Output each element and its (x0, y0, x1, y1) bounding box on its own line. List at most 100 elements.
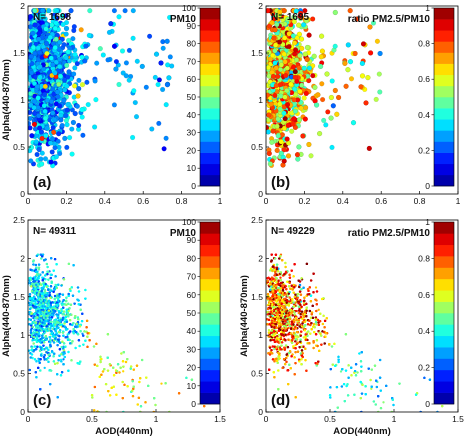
panel-label: (a) (33, 174, 51, 191)
x-tick-label: 0.2 (298, 196, 310, 206)
y-tick-label: 2.5 (13, 215, 25, 225)
colorbar-tick-label: 0.4 (418, 326, 430, 336)
axes-frame (265, 219, 459, 413)
x-tick-label: 0.4 (337, 196, 349, 206)
y-tick-label: 0.5 (251, 369, 263, 379)
x-tick-label: 0.8 (176, 196, 188, 206)
colorbar-title: PM10 (170, 14, 197, 25)
colorbar-tick-label: 40 (187, 326, 197, 336)
x-tick-label: 0.6 (137, 196, 149, 206)
sample-count-label: N= 49311 (33, 226, 77, 237)
colorbar-tick-label: 50 (187, 308, 197, 318)
colorbar-tick-label: 100 (182, 3, 196, 13)
colorbar-tick-label: 90 (187, 21, 197, 31)
y-tick-label: 0 (20, 407, 25, 417)
colorbar-tick-label: 90 (187, 235, 197, 245)
y-tick-label: 1 (20, 95, 25, 105)
y-axis-label: Alpha(440-870nm) (239, 275, 250, 357)
x-tick-label: 1 (456, 196, 461, 206)
scatter-points (266, 253, 444, 412)
colorbar-tick-label: 20 (187, 363, 197, 373)
colorbar-tick-label: 100 (182, 217, 196, 227)
y-tick-label: 0 (258, 407, 263, 417)
colorbar-tick-label: 30 (187, 128, 197, 138)
colorbar-tick-label: 0 (191, 399, 196, 409)
colorbar-tick-label: 0.4 (418, 110, 430, 120)
y-tick-label: 1 (20, 330, 25, 340)
colorbar-tick-label: 80 (187, 39, 197, 49)
colorbar: 0 0.2 0.4 0.6 0.8 1 (418, 3, 455, 191)
x-tick-label: 1 (392, 414, 397, 424)
colorbar-tick-label: 30 (187, 344, 197, 354)
colorbar-title: PM10 (170, 228, 197, 239)
y-tick-label: 1 (258, 95, 263, 105)
plot-area (266, 220, 458, 412)
y-tick-label: 2 (258, 253, 263, 263)
sample-count-label: N= 1698 (33, 12, 72, 23)
y-tick-label: 1.5 (13, 292, 25, 302)
colorbar-tick-label: 0.8 (418, 39, 430, 49)
x-tick-label: 1.5 (214, 414, 226, 424)
colorbar-tick-label: 0.6 (418, 74, 430, 84)
y-axis-label: Alpha(440-870nm) (1, 275, 12, 357)
y-tick-label: 0.5 (251, 142, 263, 152)
panel-label: (d) (271, 392, 290, 409)
x-tick-label: 1.5 (452, 414, 464, 424)
scatter-points (28, 8, 175, 169)
colorbar-title: ratio PM2.5/PM10 (348, 228, 431, 239)
x-tick-label: 0.6 (375, 196, 387, 206)
colorbar-tick-label: 0.2 (418, 145, 430, 155)
colorbar-title: ratio PM2.5/PM10 (348, 14, 431, 25)
y-tick-label: 1 (258, 330, 263, 340)
colorbar-tick-label: 80 (187, 253, 197, 263)
colorbar-tick-label: 0 (425, 181, 430, 191)
panel-d: 0 0.5 1 1.5 0 0.5 1 1.5 2 2.5 Alpha(440-870nm) AOD(… (239, 215, 464, 437)
colorbar-tick-label: 1 (425, 217, 430, 227)
colorbar-tick-label: 0.8 (418, 253, 430, 263)
colorbar-tick-label: 20 (187, 145, 197, 155)
y-tick-label: 1.5 (13, 48, 25, 58)
panel-b: 0 0.2 0.4 0.6 0.8 100.511.52N= 1695(b) 00.20.4… (251, 1, 460, 206)
colorbar: 0 0.2 0.4 0.6 0.8 1 (418, 217, 455, 409)
x-tick-label: 1 (218, 196, 223, 206)
y-tick-label: 0 (20, 189, 25, 199)
y-tick-label: 2 (20, 1, 25, 11)
x-tick-label: 0.5 (86, 414, 98, 424)
colorbar: 0 10 20 30 40 50 60 70 80 90 100 (182, 3, 221, 191)
plot-area (28, 220, 220, 412)
y-tick-label: 0 (258, 189, 263, 199)
panel-a: 0 0.2 0.4 0.6 0.8 100.511.52Alpha(440-870nm)N… (1, 1, 223, 206)
scatter-points (266, 8, 383, 168)
colorbar-tick-label: 40 (187, 110, 197, 120)
x-tick-label: 0 (26, 414, 31, 424)
sample-count-label: N= 1695 (271, 12, 310, 23)
x-tick-label: 0.8 (414, 196, 426, 206)
colorbar: 0 10 20 30 40 50 60 70 80 90 100 (182, 217, 221, 409)
y-tick-label: 0.5 (13, 142, 25, 152)
sample-count-label: N= 49229 (271, 226, 315, 237)
x-axis-label: AOD(440nm) (95, 426, 153, 437)
y-axis-label: Alpha(440-870nm) (1, 59, 12, 141)
x-tick-label: 0 (26, 196, 31, 206)
colorbar-tick-label: 60 (187, 74, 197, 84)
colorbar-tick-label: 10 (187, 163, 197, 173)
panel-label: (c) (33, 392, 51, 409)
colorbar-tick-label: 10 (187, 381, 197, 391)
y-tick-label: 2 (258, 1, 263, 11)
y-tick-label: 2.5 (251, 215, 263, 225)
colorbar-tick-label: 0 (191, 181, 196, 191)
y-tick-label: 1.5 (251, 48, 263, 58)
x-tick-label: 0.5 (324, 414, 336, 424)
colorbar-tick-label: 70 (187, 272, 197, 282)
x-tick-label: 0.2 (60, 196, 72, 206)
colorbar-tick-label: 0.2 (418, 363, 430, 373)
x-axis-label: AOD(440nm) (333, 426, 391, 437)
colorbar-tick-label: 0 (425, 399, 430, 409)
colorbar-tick-label: 50 (187, 92, 197, 102)
scatter-points (28, 253, 206, 412)
y-tick-label: 2 (20, 253, 25, 263)
colorbar-tick-label: 70 (187, 56, 197, 66)
x-tick-label: 0 (264, 414, 269, 424)
y-tick-label: 0.5 (13, 369, 25, 379)
